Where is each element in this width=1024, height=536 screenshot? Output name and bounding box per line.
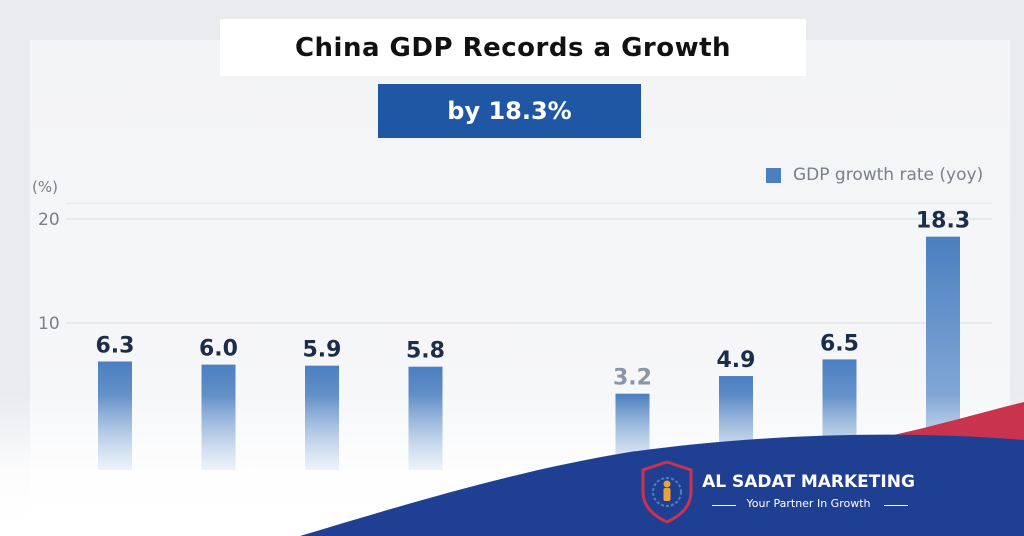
chart-legend: GDP growth rate (yoy) — [766, 165, 983, 185]
y-tick-label: 10 — [38, 314, 60, 334]
data-label: 4.9 — [717, 348, 756, 373]
y-tick-label: 20 — [38, 210, 60, 230]
chart-subtitle: by 18.3% — [447, 97, 572, 125]
title-banner: China GDP Records a Growth — [220, 19, 806, 76]
legend-label: GDP growth rate (yoy) — [793, 165, 984, 185]
brand-tagline: Your Partner In Growth — [746, 497, 871, 510]
tagline-rule-left — [712, 505, 736, 506]
data-label: 6.5 — [820, 331, 859, 356]
shield-logo-icon — [641, 460, 693, 524]
data-label: 3.2 — [613, 366, 652, 391]
data-label: 18.3 — [916, 209, 970, 234]
data-label: 6.3 — [96, 333, 135, 358]
legend-swatch — [766, 167, 781, 183]
brand-name: AL SADAT MARKETING — [702, 472, 915, 492]
subtitle-banner: by 18.3% — [378, 84, 641, 138]
tagline-rule-right — [884, 505, 908, 506]
data-label: 6.0 — [199, 337, 238, 362]
data-label: 5.9 — [303, 338, 342, 363]
data-label: 5.8 — [406, 339, 445, 364]
chart-title: China GDP Records a Growth — [294, 32, 732, 63]
y-axis-label: (%) — [32, 178, 58, 196]
